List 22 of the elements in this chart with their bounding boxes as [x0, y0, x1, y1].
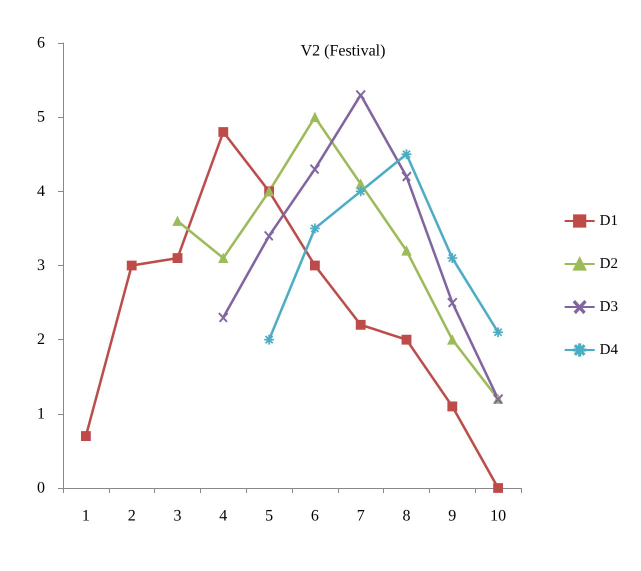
x-tick-label: 4: [219, 508, 228, 524]
y-tick-label: 4: [37, 182, 45, 200]
chart-title: V2 (Festival): [300, 42, 386, 60]
x-tick-label: 1: [82, 508, 90, 524]
x-tick-label: 7: [356, 508, 365, 524]
y-tick-label: 5: [37, 108, 45, 126]
x-tick-label: 3: [174, 508, 182, 524]
legend-label: D4: [600, 342, 618, 358]
x-tick-label: 8: [402, 508, 410, 524]
x-tick-label: 2: [128, 508, 136, 524]
y-tick-label: 0: [37, 480, 45, 496]
legend-label: D3: [600, 299, 618, 315]
legend-label: D2: [600, 256, 618, 272]
y-tick-label: 3: [37, 257, 45, 274]
x-tick-label: 9: [448, 508, 456, 524]
y-tick-label: 1: [37, 405, 45, 422]
y-tick-label: 2: [37, 331, 45, 348]
x-tick-label: 6: [310, 508, 319, 524]
y-tick-label: 6: [37, 34, 45, 52]
x-tick-label: 10: [490, 508, 506, 524]
x-tick-label: 5: [265, 508, 274, 524]
legend-label: D1: [600, 213, 618, 229]
